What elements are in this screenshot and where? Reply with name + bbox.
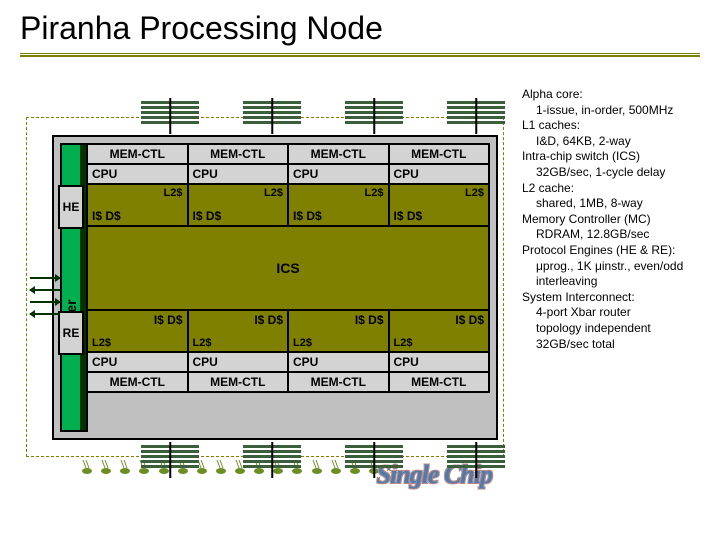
chip: Router MEM-CTLMEM-CTLMEM-CTLMEM-CTLCPUCP… bbox=[52, 135, 498, 440]
diagram: Router MEM-CTLMEM-CTLMEM-CTLMEM-CTLCPUCP… bbox=[20, 87, 510, 492]
memory-pins bbox=[446, 101, 506, 131]
bullet-sub: RDRAM, 12.8GB/sec bbox=[522, 227, 700, 243]
re-label: RE bbox=[58, 311, 84, 355]
bullet-lead: L2 cache: bbox=[522, 181, 700, 197]
memory-pins bbox=[446, 445, 506, 475]
bullet-sub: topology independent bbox=[522, 321, 700, 337]
memory-pins bbox=[242, 101, 302, 131]
bullet-sub: 1-issue, in-order, 500MHz bbox=[522, 103, 700, 119]
ant-row bbox=[80, 460, 380, 480]
page-title: Piranha Processing Node bbox=[20, 10, 700, 47]
bullet-sub: μprog., 1K μinstr., even/odd interleavin… bbox=[522, 259, 700, 290]
he-label: HE bbox=[58, 185, 84, 229]
memory-pins bbox=[242, 445, 302, 475]
bullet-sub: 32GB/sec, 1-cycle delay bbox=[522, 165, 700, 181]
memory-pins bbox=[140, 445, 200, 475]
router-arrows bbox=[30, 277, 60, 315]
bullet-lead: Intra-chip switch (ICS) bbox=[522, 149, 700, 165]
bullet-lead: L1 caches: bbox=[522, 118, 700, 134]
memory-pins bbox=[344, 101, 404, 131]
bullet-sub: 32GB/sec total bbox=[522, 337, 700, 353]
bullet-lead: Memory Controller (MC) bbox=[522, 212, 700, 228]
bullet-lead: System Interconnect: bbox=[522, 290, 700, 306]
bullet-lead: Protocol Engines (HE & RE): bbox=[522, 243, 700, 259]
memory-pins bbox=[140, 101, 200, 131]
bullet-sub: shared, 1MB, 8-way bbox=[522, 196, 700, 212]
bullet-sub: 4-port Xbar router bbox=[522, 305, 700, 321]
ics-block: ICS bbox=[86, 225, 490, 311]
bullet-list: Alpha core:1-issue, in-order, 500MHzL1 c… bbox=[522, 87, 700, 492]
memory-pins bbox=[344, 445, 404, 475]
bullet-sub: I&D, 64KB, 2-way bbox=[522, 134, 700, 150]
bullet-lead: Alpha core: bbox=[522, 87, 700, 103]
title-underline bbox=[20, 53, 700, 57]
